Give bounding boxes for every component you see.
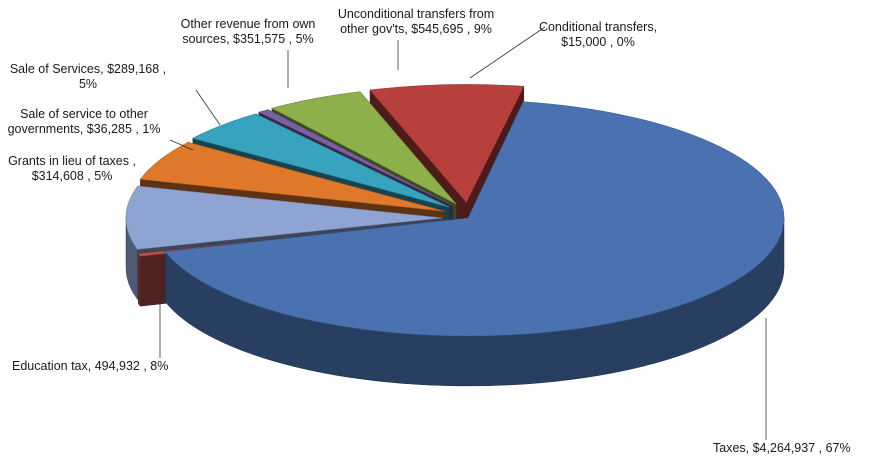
slice-label-sale-of-services: Sale of Services, $289,168 , 5% [10, 62, 166, 91]
slice-label-conditional-transfers: Conditional transfers, $15,000 , 0% [539, 20, 657, 49]
pie-slice-top-grants-in-lieu-of-taxes [271, 91, 457, 205]
slice-label-line: $15,000 , 0% [561, 35, 635, 49]
slice-label-line: Education tax, 494,932 , 8% [12, 359, 168, 373]
pie-slice-top-education-tax [369, 84, 525, 203]
slice-label-line: other gov'ts, $545,695 , 9% [340, 22, 492, 36]
slice-label-line: Other revenue from own [181, 17, 316, 31]
slice-label-grants-in-lieu-of-taxes: Grants in lieu of taxes , $314,608 , 5% [8, 154, 136, 183]
slice-label-other-revenue-from-own-sources: Other revenue from own sources, $351,575 … [181, 17, 316, 46]
slice-label-line: governments, $36,285 , 1% [8, 122, 161, 136]
leader-line-grants-in-lieu-of-taxes [149, 181, 174, 185]
slice-label-line: Grants in lieu of taxes , [8, 154, 136, 168]
slice-label-line: Taxes, $4,264,937 , 67% [713, 441, 851, 455]
pie-slice-outer-wall [138, 252, 141, 307]
slice-label-education-tax: Education tax, 494,932 , 8% [12, 359, 168, 373]
slice-label-line: 5% [79, 77, 97, 91]
pie-slice-top-sale-of-services [192, 113, 450, 208]
pie-slice-top-unconditional-transfers-from-other-gov-ts [125, 185, 443, 250]
slice-label-taxes: Taxes, $4,264,937 , 67% [713, 441, 851, 455]
slice-label-line: Unconditional transfers from [338, 7, 494, 21]
slice-label-sale-of-service-to-other-governments: Sale of service to other governments, $36… [8, 107, 161, 136]
pie-slice-top-other-revenue-from-own-sources [139, 141, 445, 212]
leader-line-sale-of-services [195, 89, 221, 126]
slice-label-line: Conditional transfers, [539, 20, 657, 34]
slice-label-line: Sale of service to other [20, 107, 148, 121]
leader-line-sale-of-service-to-other-governments [169, 139, 194, 151]
pie-slice-top-taxes [164, 101, 785, 337]
pie-slice-top-sale-of-service-to-other-governments [258, 109, 453, 206]
slice-label-line: sources, $351,575 , 5% [182, 32, 313, 46]
slice-label-line: $314,608 , 5% [32, 169, 113, 183]
slice-label-line: Sale of Services, $289,168 , [10, 62, 166, 76]
slice-label-unconditional-transfers-from-other-gov-ts: Unconditional transfers from other gov'ts… [338, 7, 494, 36]
leader-line-conditional-transfers [469, 26, 546, 79]
